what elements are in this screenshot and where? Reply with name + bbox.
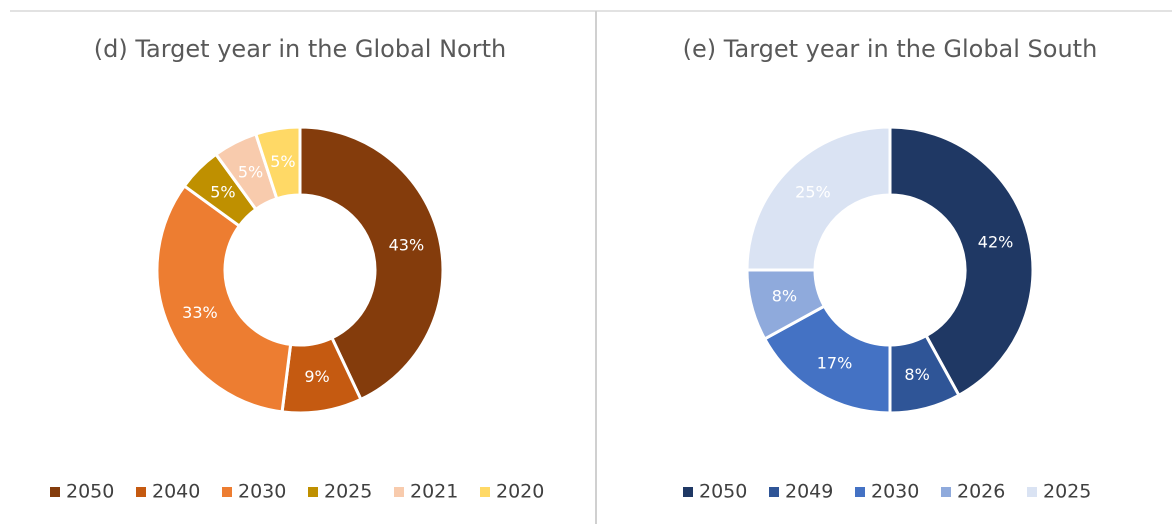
data-label: 43% bbox=[389, 236, 425, 255]
legend-label: 2021 bbox=[410, 481, 458, 503]
legend-label: 2030 bbox=[871, 481, 919, 503]
donut-slice bbox=[888, 125, 1035, 398]
legend-label: 2050 bbox=[699, 481, 747, 503]
data-label: 8% bbox=[904, 365, 929, 384]
chart-title: (e) Target year in the Global South bbox=[683, 35, 1098, 63]
legend-swatch bbox=[50, 487, 60, 497]
legend-label: 2025 bbox=[324, 481, 372, 503]
data-label: 5% bbox=[270, 152, 295, 171]
data-label: 5% bbox=[210, 182, 235, 201]
data-label: 8% bbox=[772, 287, 797, 306]
legend-swatch bbox=[480, 487, 490, 497]
legend-label: 2020 bbox=[496, 481, 544, 503]
data-label: 33% bbox=[182, 303, 218, 322]
legend-swatch bbox=[855, 487, 865, 497]
legend-swatch bbox=[394, 487, 404, 497]
data-label: 25% bbox=[795, 182, 831, 201]
legend-swatch bbox=[683, 487, 693, 497]
legend-swatch bbox=[1027, 487, 1037, 497]
legend-swatch bbox=[941, 487, 951, 497]
data-label: 17% bbox=[817, 353, 853, 372]
legend-swatch bbox=[769, 487, 779, 497]
data-label: 42% bbox=[978, 232, 1014, 251]
legend-label: 2025 bbox=[1043, 481, 1091, 503]
legend-swatch bbox=[308, 487, 318, 497]
data-label: 5% bbox=[238, 162, 263, 181]
data-label: 9% bbox=[304, 367, 329, 386]
chart-title: (d) Target year in the Global North bbox=[94, 35, 506, 63]
legend-label: 2050 bbox=[66, 481, 114, 503]
legend-swatch bbox=[136, 487, 146, 497]
donut-slice bbox=[155, 183, 293, 414]
donut-slice bbox=[253, 125, 302, 201]
legend-label: 2026 bbox=[957, 481, 1005, 503]
legend-label: 2030 bbox=[238, 481, 286, 503]
donut-slice bbox=[298, 125, 445, 402]
donut-slice bbox=[745, 125, 892, 272]
legend-label: 2049 bbox=[785, 481, 833, 503]
legend-swatch bbox=[222, 487, 232, 497]
legend-label: 2040 bbox=[152, 481, 200, 503]
